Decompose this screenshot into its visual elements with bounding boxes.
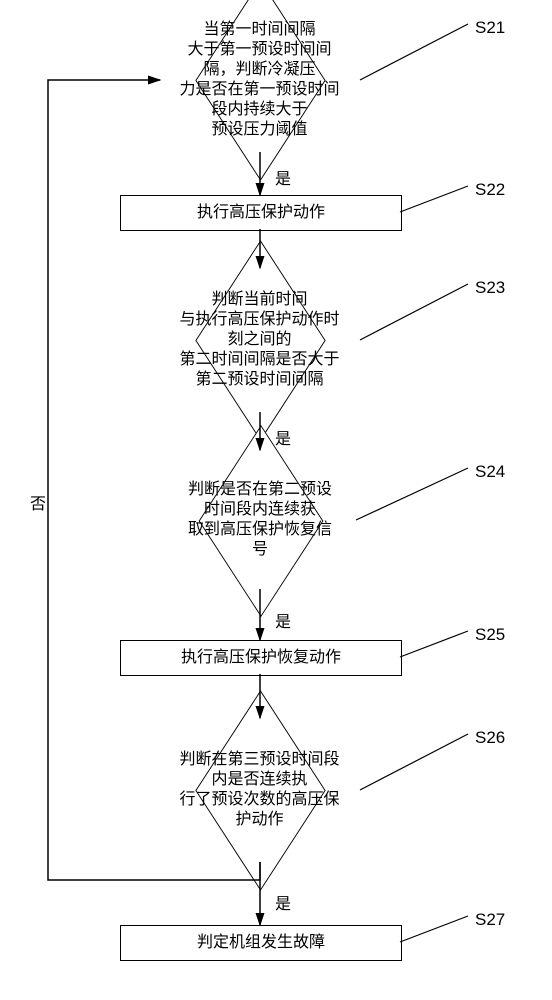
node-text: 执行高压保护动作 bbox=[197, 203, 325, 223]
decision-s26: 判断在第三预设时间段内是否连续执行了预设次数的高压保护动作 bbox=[202, 732, 317, 847]
edge-label-yes: 是 bbox=[275, 608, 291, 632]
decision-s21: 当第一时间间隔大于第一预设时间间隔，判断冷凝压力是否在第一预设时间段内持续大于预… bbox=[202, 22, 317, 137]
action-s27: 判定机组发生故障 bbox=[120, 925, 402, 961]
step-label-s23: S23 bbox=[475, 278, 505, 298]
step-label-s24: S24 bbox=[475, 462, 505, 482]
node-text: 判定机组发生故障 bbox=[197, 933, 325, 953]
step-label-s22: S22 bbox=[475, 180, 505, 200]
decision-s23: 判断当前时间与执行高压保护动作时刻之间的第二时间间隔是否大于第二预设时间间隔 bbox=[202, 282, 317, 397]
step-label-s26: S26 bbox=[475, 728, 505, 748]
edge-label-yes: 是 bbox=[275, 165, 291, 189]
node-text: 判断在第三预设时间段内是否连续执行了预设次数的高压保护动作 bbox=[179, 750, 340, 830]
action-s22: 执行高压保护动作 bbox=[120, 195, 402, 231]
node-text: 判断当前时间与执行高压保护动作时刻之间的第二时间间隔是否大于第二预设时间间隔 bbox=[179, 290, 340, 390]
node-text: 判断是否在第二预设时间段内连续获取到高压保护恢复信号 bbox=[183, 480, 337, 560]
action-s25: 执行高压保护恢复动作 bbox=[120, 640, 402, 676]
step-label-s27: S27 bbox=[475, 910, 505, 930]
step-label-s25: S25 bbox=[475, 625, 505, 645]
decision-s24: 判断是否在第二预设时间段内连续获取到高压保护恢复信号 bbox=[205, 465, 315, 575]
edge-label-yes: 是 bbox=[275, 425, 291, 449]
edge-label-no: 否 bbox=[30, 490, 46, 514]
edge-label-yes: 是 bbox=[275, 890, 291, 914]
node-text: 执行高压保护恢复动作 bbox=[181, 648, 341, 668]
step-label-s21: S21 bbox=[475, 18, 505, 38]
node-text: 当第一时间间隔大于第一预设时间间隔，判断冷凝压力是否在第一预设时间段内持续大于预… bbox=[179, 20, 340, 140]
